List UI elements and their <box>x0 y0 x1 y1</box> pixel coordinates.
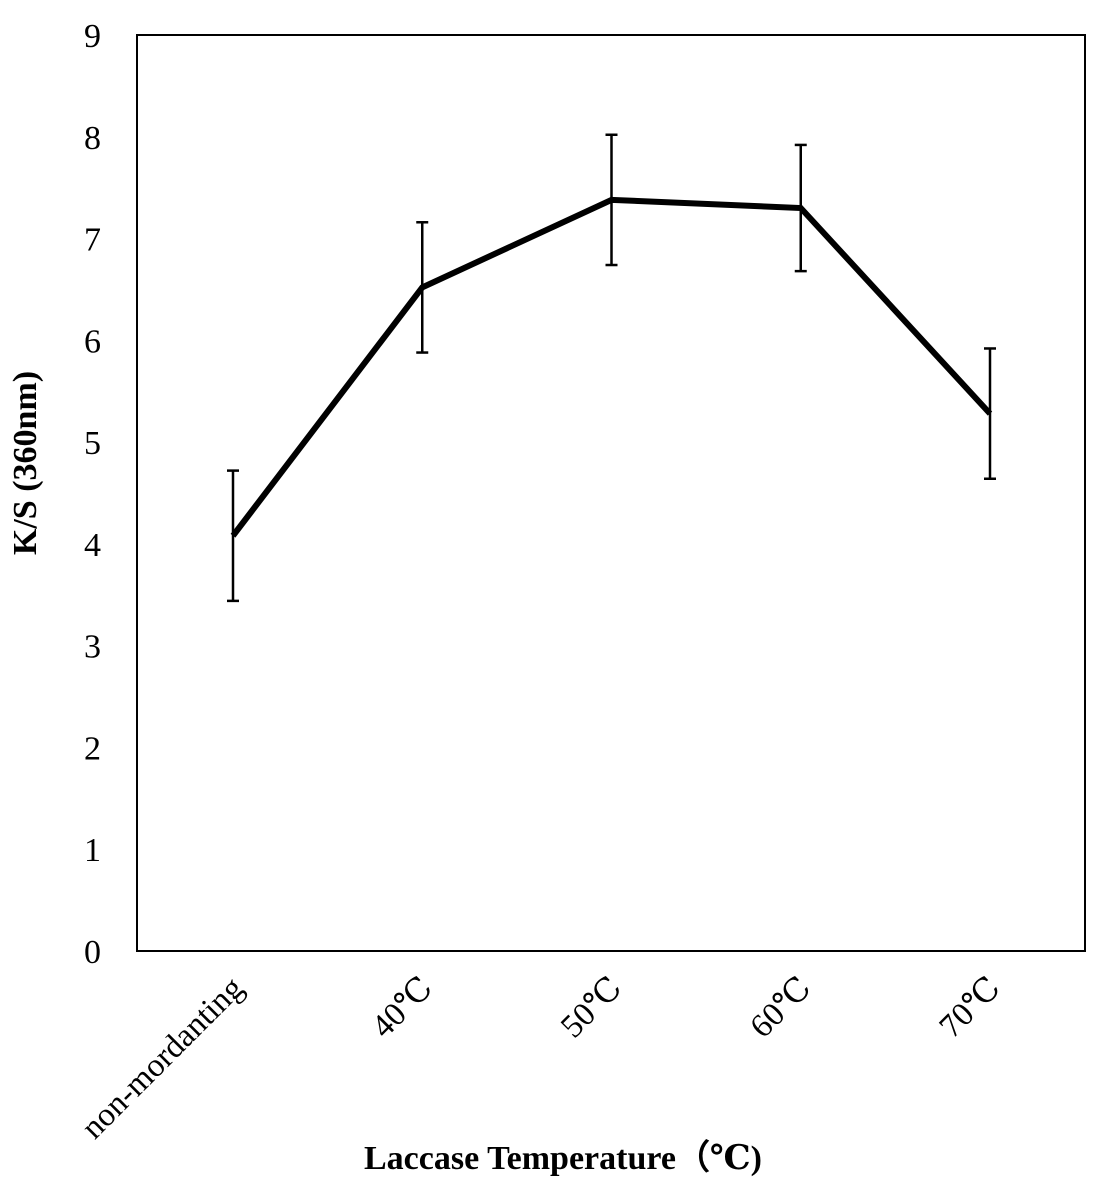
x-tick-label: non-mordanting <box>75 970 251 1146</box>
y-tick-label: 8 <box>84 120 101 157</box>
y-tick-label: 4 <box>84 527 101 564</box>
x-tick-label: 40℃ <box>365 970 440 1045</box>
y-tick-label: 0 <box>84 934 101 971</box>
series-line <box>230 196 993 538</box>
error-bars <box>227 133 996 603</box>
x-tick-label: 60℃ <box>744 970 819 1045</box>
y-axis-title: K/S (360nm) <box>7 371 44 555</box>
x-axis-labels: non-mordanting 40℃ 50℃ 60℃ 70℃ <box>75 970 1008 1146</box>
y-tick-label: 3 <box>84 629 101 666</box>
y-tick-label: 2 <box>84 730 101 767</box>
x-tick-label: 50℃ <box>554 970 629 1045</box>
y-tick-label: 9 <box>84 18 101 55</box>
y-axis-ticks: 0 1 2 3 4 5 6 7 8 9 <box>84 18 101 971</box>
y-tick-label: 7 <box>84 222 101 259</box>
x-tick-label: 70℃ <box>933 970 1008 1045</box>
y-tick-label: 5 <box>84 425 101 462</box>
y-tick-label: 1 <box>84 832 101 869</box>
x-axis-title: Laccase Temperature（℃) <box>364 1138 762 1177</box>
plot-frame <box>136 34 1086 952</box>
y-tick-label: 6 <box>84 323 101 360</box>
error-bar <box>227 469 239 603</box>
